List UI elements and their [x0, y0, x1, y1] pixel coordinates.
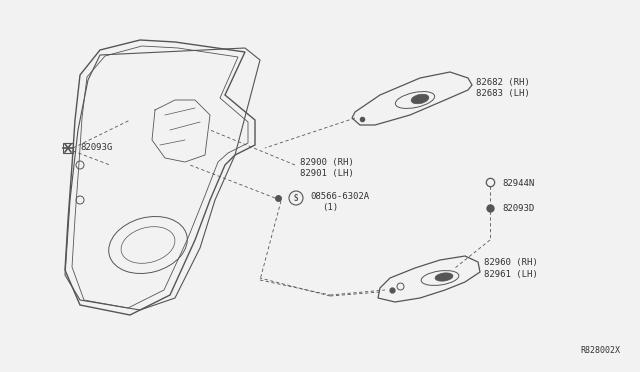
Text: 82901 (LH): 82901 (LH) — [300, 169, 354, 177]
Ellipse shape — [411, 94, 429, 104]
Bar — [63, 143, 73, 153]
Text: (1): (1) — [322, 202, 338, 212]
Text: 82944N: 82944N — [502, 179, 534, 187]
Text: 08566-6302A: 08566-6302A — [310, 192, 369, 201]
Text: 82683 (LH): 82683 (LH) — [476, 89, 530, 97]
Text: S: S — [294, 193, 298, 202]
Text: 82961 (LH): 82961 (LH) — [484, 269, 538, 279]
Text: 82960 (RH): 82960 (RH) — [484, 259, 538, 267]
Text: 82093D: 82093D — [502, 203, 534, 212]
Text: R828002X: R828002X — [580, 346, 620, 355]
Text: 82093G: 82093G — [80, 142, 112, 151]
Text: 82682 (RH): 82682 (RH) — [476, 77, 530, 87]
Text: 82900 (RH): 82900 (RH) — [300, 157, 354, 167]
Ellipse shape — [435, 273, 453, 281]
